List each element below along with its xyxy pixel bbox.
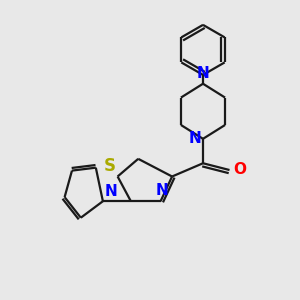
Text: N: N [104, 184, 117, 200]
Text: S: S [104, 157, 116, 175]
Text: N: N [189, 131, 202, 146]
Text: O: O [233, 162, 246, 177]
Text: N: N [196, 66, 209, 81]
Text: N: N [156, 183, 168, 198]
